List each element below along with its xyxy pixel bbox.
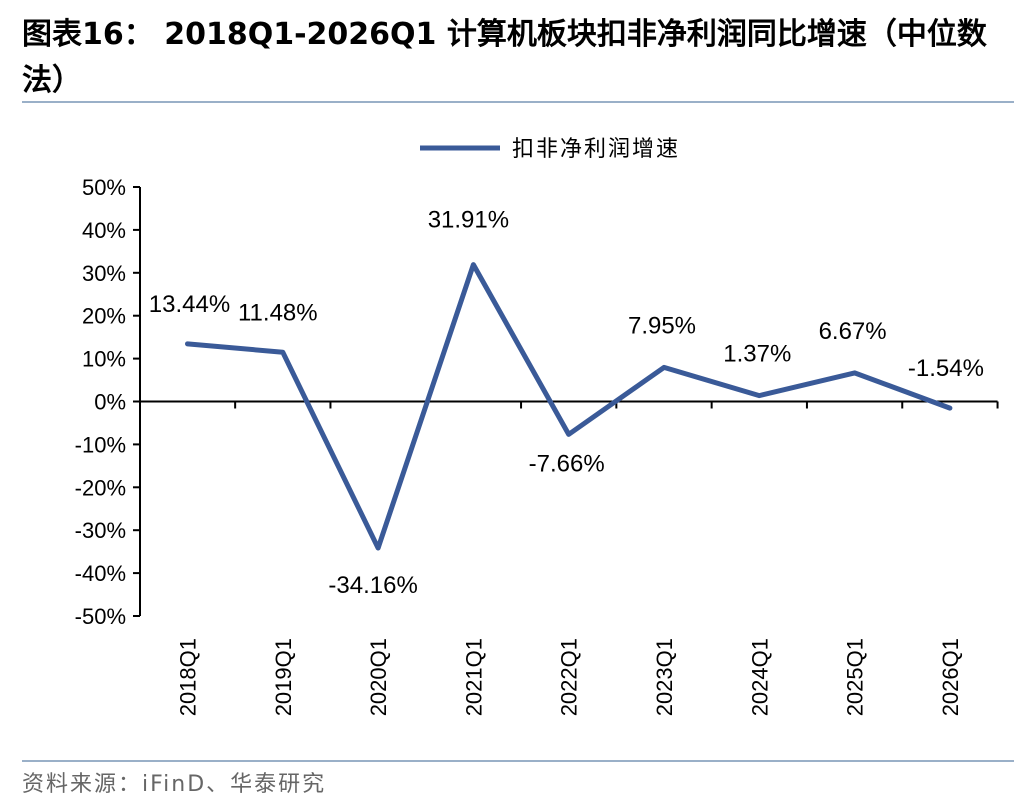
series-line (185, 262, 953, 551)
legend: 扣非净利润增速 (420, 137, 680, 162)
data-labels: 13.44% 11.48% -34.16% 31.91% -7.66% 7.95% 1.37… (149, 207, 984, 599)
data-label: -1.54% (908, 355, 984, 382)
x-tick-label: 2019Q1 (271, 638, 296, 716)
y-tick-label: 30% (82, 261, 126, 286)
data-label: 7.95% (628, 312, 696, 339)
y-tick-label: -20% (75, 475, 126, 500)
x-tick-label: 2022Q1 (557, 638, 582, 716)
line-chart: 扣非净利润增速 50% 40% 30% 20% 10% 0% -10% -20% -30% -40… (75, 137, 999, 716)
data-label: 13.44% (149, 291, 230, 318)
data-label: 6.67% (819, 318, 887, 345)
data-label: -7.66% (529, 450, 605, 477)
title-divider (22, 101, 1014, 103)
y-tick-label: -40% (75, 561, 126, 586)
legend-label: 扣非净利润增速 (512, 137, 680, 162)
chart-title: 图表16： 2018Q1-2026Q1 计算机板块扣非净利润同比增速（中位数法） (22, 17, 987, 98)
data-label: -34.16% (328, 572, 417, 599)
x-tick-label: 2025Q1 (843, 638, 868, 716)
y-tick-label: -50% (75, 604, 126, 629)
y-tick-label: 10% (82, 347, 126, 372)
source-note: 资料来源：iFinD、华泰研究 (22, 772, 327, 797)
x-tick-label: 2018Q1 (176, 638, 201, 716)
x-tick-label: 2026Q1 (938, 638, 963, 716)
data-label: 31.91% (428, 207, 509, 234)
x-axis-ticks: 2018Q1 2019Q1 2020Q1 2021Q1 2022Q1 2023Q1 2024… (176, 401, 999, 716)
data-label: 1.37% (723, 341, 791, 368)
x-tick-label: 2021Q1 (461, 638, 486, 716)
x-tick-label: 2023Q1 (652, 638, 677, 716)
data-label: 11.48% (238, 299, 318, 326)
x-tick-label: 2024Q1 (747, 638, 772, 716)
y-tick-label: 40% (82, 218, 126, 243)
x-tick-label: 2020Q1 (366, 638, 391, 716)
y-axis-ticks: 50% 40% 30% 20% 10% 0% -10% -20% -30% -40% -50% (75, 175, 140, 629)
y-tick-label: 0% (94, 390, 126, 415)
y-tick-label: 20% (82, 304, 126, 329)
footer-divider (22, 760, 1014, 762)
y-tick-label: -10% (75, 432, 126, 457)
y-tick-label: -30% (75, 518, 126, 543)
y-tick-label: 50% (82, 175, 126, 200)
